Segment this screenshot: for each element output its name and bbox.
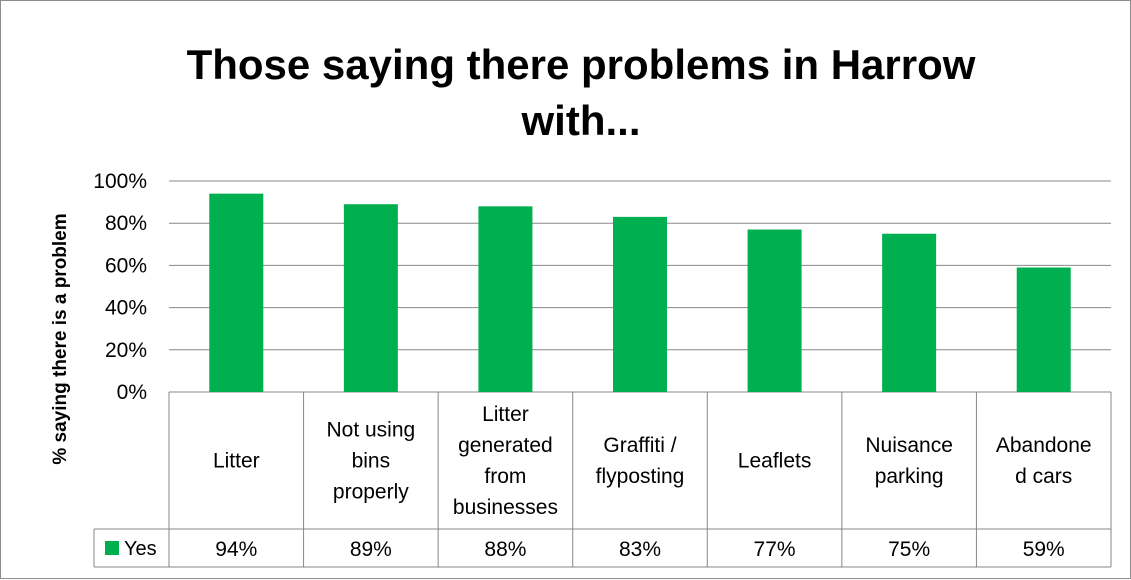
legend-label-yes: Yes: [124, 538, 157, 560]
table-value-7: 59%: [1023, 538, 1065, 561]
y-tick-label: 40%: [105, 297, 147, 320]
y-tick-label: 80%: [105, 212, 147, 235]
y-tick-label: 100%: [93, 170, 147, 193]
category-label: Abandone d cars: [996, 434, 1092, 488]
bar-3: [478, 206, 533, 392]
table-value-6: 75%: [888, 538, 930, 561]
bar-6: [882, 233, 937, 392]
table-value-3: 88%: [484, 538, 526, 561]
category-label: Nuisance parking: [865, 434, 953, 488]
category-label: Not using bins properly: [326, 419, 415, 504]
table-value-1: 94%: [215, 538, 257, 561]
chart-title: Those saying there problems in Harrow wi…: [186, 41, 976, 144]
bar-4: [613, 216, 667, 392]
table-value-2: 89%: [350, 538, 392, 561]
y-tick-label: 20%: [105, 339, 147, 362]
table-value-5: 77%: [754, 538, 796, 561]
category-label: Leaflets: [738, 450, 812, 473]
category-label: Graffiti / flyposting: [596, 434, 685, 488]
y-tick-label: 0%: [117, 381, 147, 404]
bar-5: [747, 229, 802, 392]
legend-swatch-yes: [105, 541, 119, 555]
category-label: Litter: [213, 450, 260, 473]
category-label: Litter generated from businesses: [453, 403, 558, 519]
table-value-4: 83%: [619, 538, 661, 561]
bar-1: [209, 193, 264, 392]
bar-7: [1016, 267, 1071, 392]
y-tick-label: 60%: [105, 254, 147, 277]
bar-2: [343, 204, 398, 392]
